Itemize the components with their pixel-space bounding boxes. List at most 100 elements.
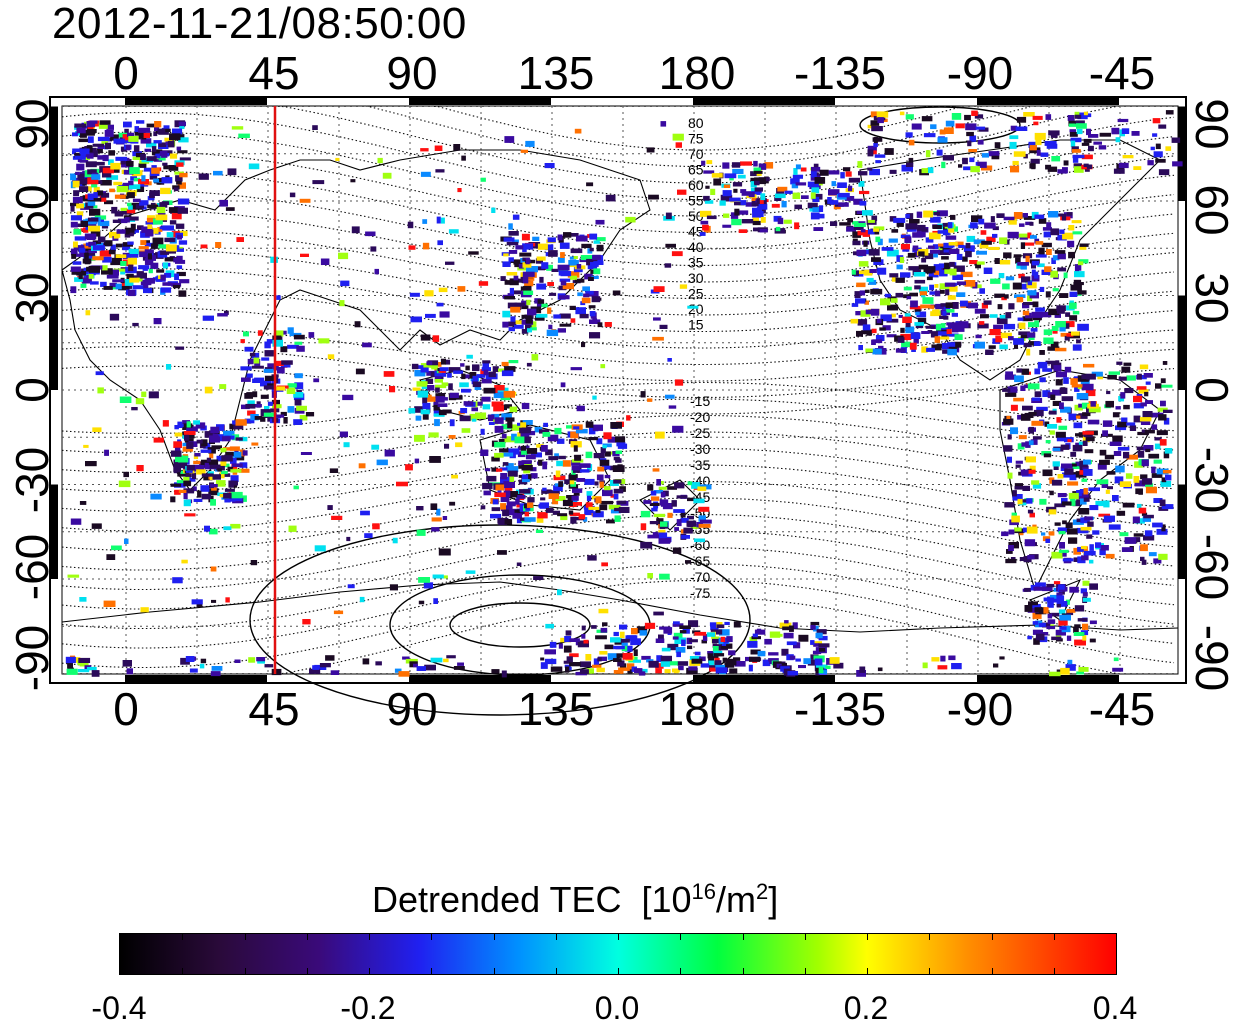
tec-pixel	[359, 596, 365, 603]
tec-pixel	[100, 180, 112, 186]
tec-pixel	[1079, 246, 1087, 250]
tec-pixel	[702, 224, 709, 231]
tec-pixel	[340, 280, 350, 287]
tec-pixel	[1116, 361, 1123, 365]
tec-pixel	[1058, 584, 1065, 590]
tec-pixel	[912, 245, 919, 251]
tec-pixel	[544, 244, 554, 251]
tec-pixel	[630, 638, 641, 646]
tec-pixel	[643, 500, 652, 504]
tec-pixel	[172, 284, 181, 289]
tec-pixel	[794, 204, 802, 210]
tec-pixel	[294, 382, 304, 390]
tec-pixel	[754, 180, 760, 186]
tec-pixel	[100, 192, 110, 198]
tec-pixel	[737, 210, 749, 215]
tec-pixel	[921, 331, 930, 334]
tec-pixel	[542, 487, 547, 491]
tec-pixel	[541, 489, 552, 494]
tec-pixel	[329, 468, 339, 473]
tec-pixel	[687, 497, 695, 502]
tec-pixel	[168, 165, 179, 171]
tec-pixel	[597, 322, 603, 328]
tec-pixel	[435, 169, 445, 173]
tec-pixel	[1102, 420, 1113, 427]
tec-pixel	[216, 455, 225, 461]
tec-pixel	[305, 412, 315, 417]
tec-pixel	[1031, 420, 1044, 426]
tec-pixel	[162, 225, 174, 231]
tec-pixel	[105, 142, 111, 150]
tec-pixel	[569, 512, 580, 516]
tec-pixel	[673, 669, 679, 674]
colorbar-minor-tick	[493, 968, 495, 974]
tec-pixel	[80, 220, 88, 227]
tec-pixel	[71, 254, 77, 259]
tec-pixel	[789, 655, 796, 660]
tec-pixel	[186, 421, 191, 428]
tec-pixel	[939, 289, 945, 294]
tec-pixel	[87, 217, 99, 222]
tec-pixel	[674, 527, 679, 531]
tec-pixel	[418, 577, 430, 583]
tec-pixel	[1016, 297, 1024, 303]
tec-pixel	[1056, 436, 1065, 442]
tec-pixel	[929, 249, 940, 254]
tec-pixel	[182, 446, 193, 452]
tec-pixel	[886, 334, 897, 338]
tec-pixel	[698, 523, 711, 528]
tec-pixel	[508, 327, 515, 332]
tec-pixel	[964, 280, 976, 287]
tec-pixel	[1056, 417, 1062, 423]
tec-pixel	[184, 513, 196, 517]
tec-pixel	[1053, 581, 1061, 585]
tec-pixel	[289, 332, 302, 337]
tec-pixel	[667, 358, 672, 362]
tec-pixel	[847, 218, 853, 223]
tec-pixel	[264, 664, 274, 668]
tec-pixel	[133, 145, 140, 152]
tec-pixel	[568, 260, 579, 266]
tec-pixel	[1057, 474, 1064, 479]
tec-pixel	[1088, 406, 1101, 413]
tec-pixel	[951, 325, 959, 333]
tec-pixel	[617, 660, 625, 667]
tec-pixel	[607, 436, 617, 443]
tec-pixel	[557, 234, 563, 241]
tec-pixel	[1049, 430, 1055, 435]
tec-pixel	[909, 292, 918, 297]
tec-pixel	[128, 289, 136, 297]
tec-pixel	[1035, 620, 1043, 628]
tec-pixel	[815, 632, 823, 639]
tec-pixel	[1001, 297, 1007, 301]
tec-pixel	[793, 168, 798, 175]
left-lat-tick: -30	[6, 446, 58, 514]
tec-pixel	[343, 442, 350, 448]
tec-pixel	[930, 305, 935, 309]
tec-pixel	[719, 200, 726, 206]
tec-pixel	[435, 384, 447, 389]
tec-pixel	[1015, 460, 1023, 464]
tec-pixel	[509, 259, 521, 263]
tec-pixel	[504, 404, 512, 409]
tec-pixel	[1047, 166, 1058, 172]
tec-pixel	[923, 266, 936, 273]
tec-pixel	[569, 503, 577, 507]
tec-pixel	[75, 182, 85, 187]
tec-pixel	[1028, 335, 1035, 340]
tec-pixel	[1161, 524, 1166, 532]
tec-pixel	[952, 274, 964, 280]
tec-pixel	[299, 415, 308, 421]
tec-pixel	[219, 471, 225, 479]
tec-pixel	[227, 168, 237, 176]
tec-pixel	[659, 573, 670, 580]
tec-pixel	[965, 242, 971, 249]
tec-pixel	[154, 121, 162, 128]
tec-pixel	[289, 192, 296, 198]
tec-pixel	[722, 224, 732, 228]
tec-pixel	[225, 451, 234, 457]
tec-pixel	[85, 226, 91, 231]
tec-pixel	[698, 506, 710, 512]
tec-pixel	[1050, 132, 1058, 138]
tec-pixel	[1026, 348, 1031, 356]
